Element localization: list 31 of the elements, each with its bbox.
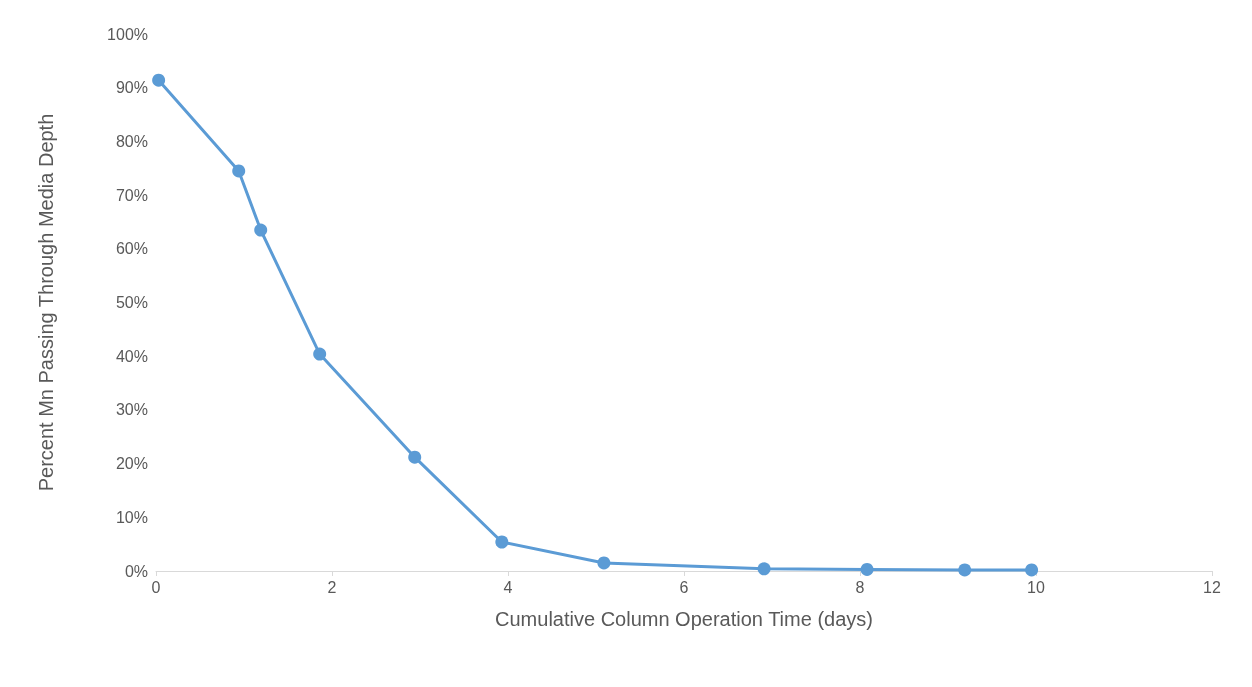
point [408,450,422,464]
point [313,347,327,361]
x-axis-title: Cumulative Column Operation Time (days) [495,608,873,630]
x-tick-label: 4 [503,578,513,596]
point [232,164,246,178]
y-tick-label: 80% [115,132,148,150]
y-tick-label: 0% [124,562,148,580]
x-tick-label: 10 [1027,578,1045,596]
point [958,563,972,577]
x-tick-label: 0 [151,578,161,596]
y-tick-label: 50% [115,294,148,311]
point [495,535,509,549]
y-tick-label: 40% [115,347,148,365]
y-tick-label: 30% [115,401,148,419]
point [860,562,874,576]
y-tick-label: 20% [115,455,148,473]
y-tick-label: 10% [115,508,148,526]
x-tick-label: 6 [679,578,689,596]
y-tick-label: 60% [115,240,148,258]
x-tick-label: 12 [1203,578,1221,596]
point [254,223,268,237]
x-tick-label: 2 [327,578,337,596]
point [757,562,771,576]
point [597,556,611,570]
point [1025,563,1039,577]
y-tick-label: 70% [115,186,148,204]
y-axis-title: Percent Mn Passing Through Media Depth [35,113,57,492]
y-tick-label: 100% [107,25,148,43]
y-tick-label: 90% [115,79,148,97]
point [152,73,166,87]
x-tick-label: 8 [855,578,865,596]
